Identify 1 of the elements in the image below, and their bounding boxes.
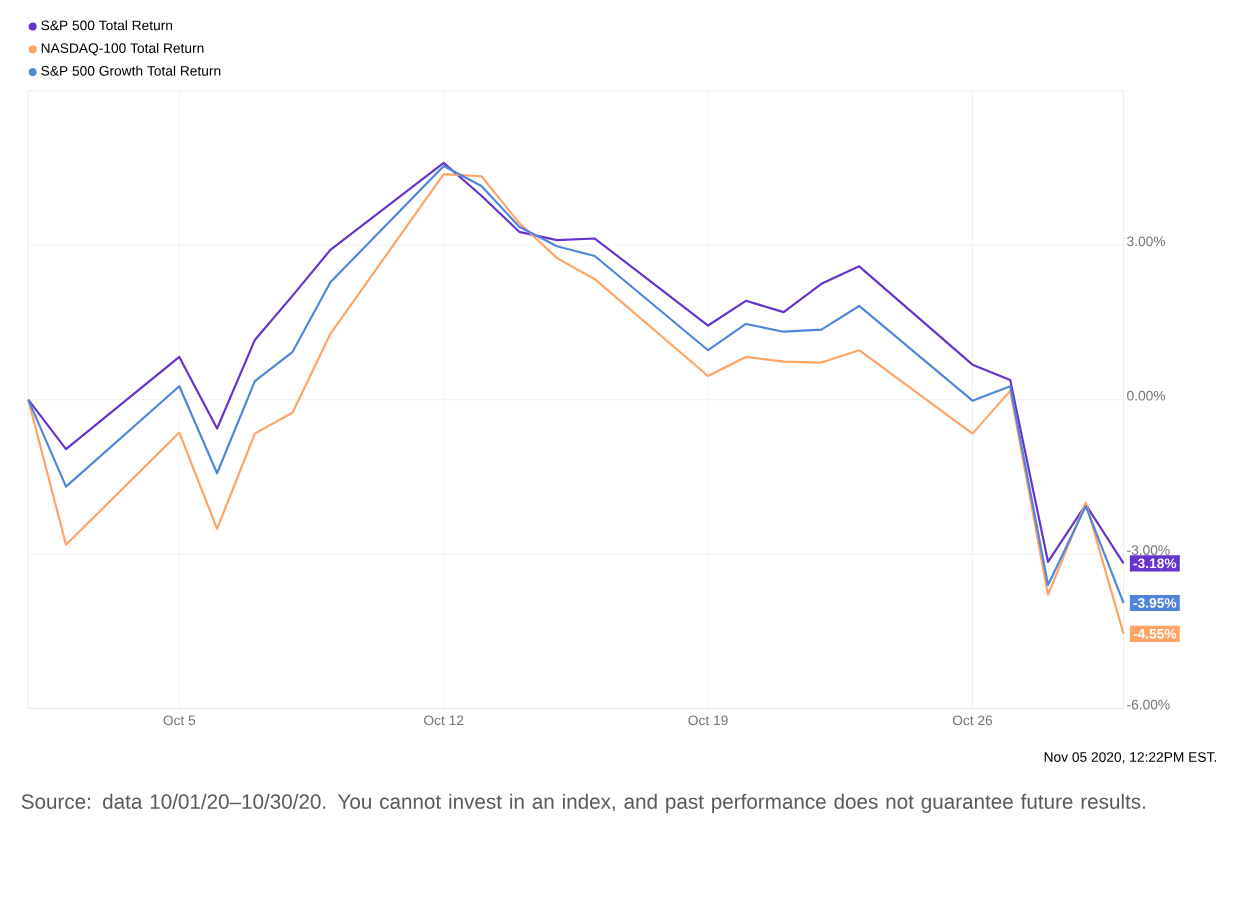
source-note: Source: data 10/01/20–10/30/20. You cannot invest in an index, and past performance does not guarantee future results. (21, 793, 1145, 814)
